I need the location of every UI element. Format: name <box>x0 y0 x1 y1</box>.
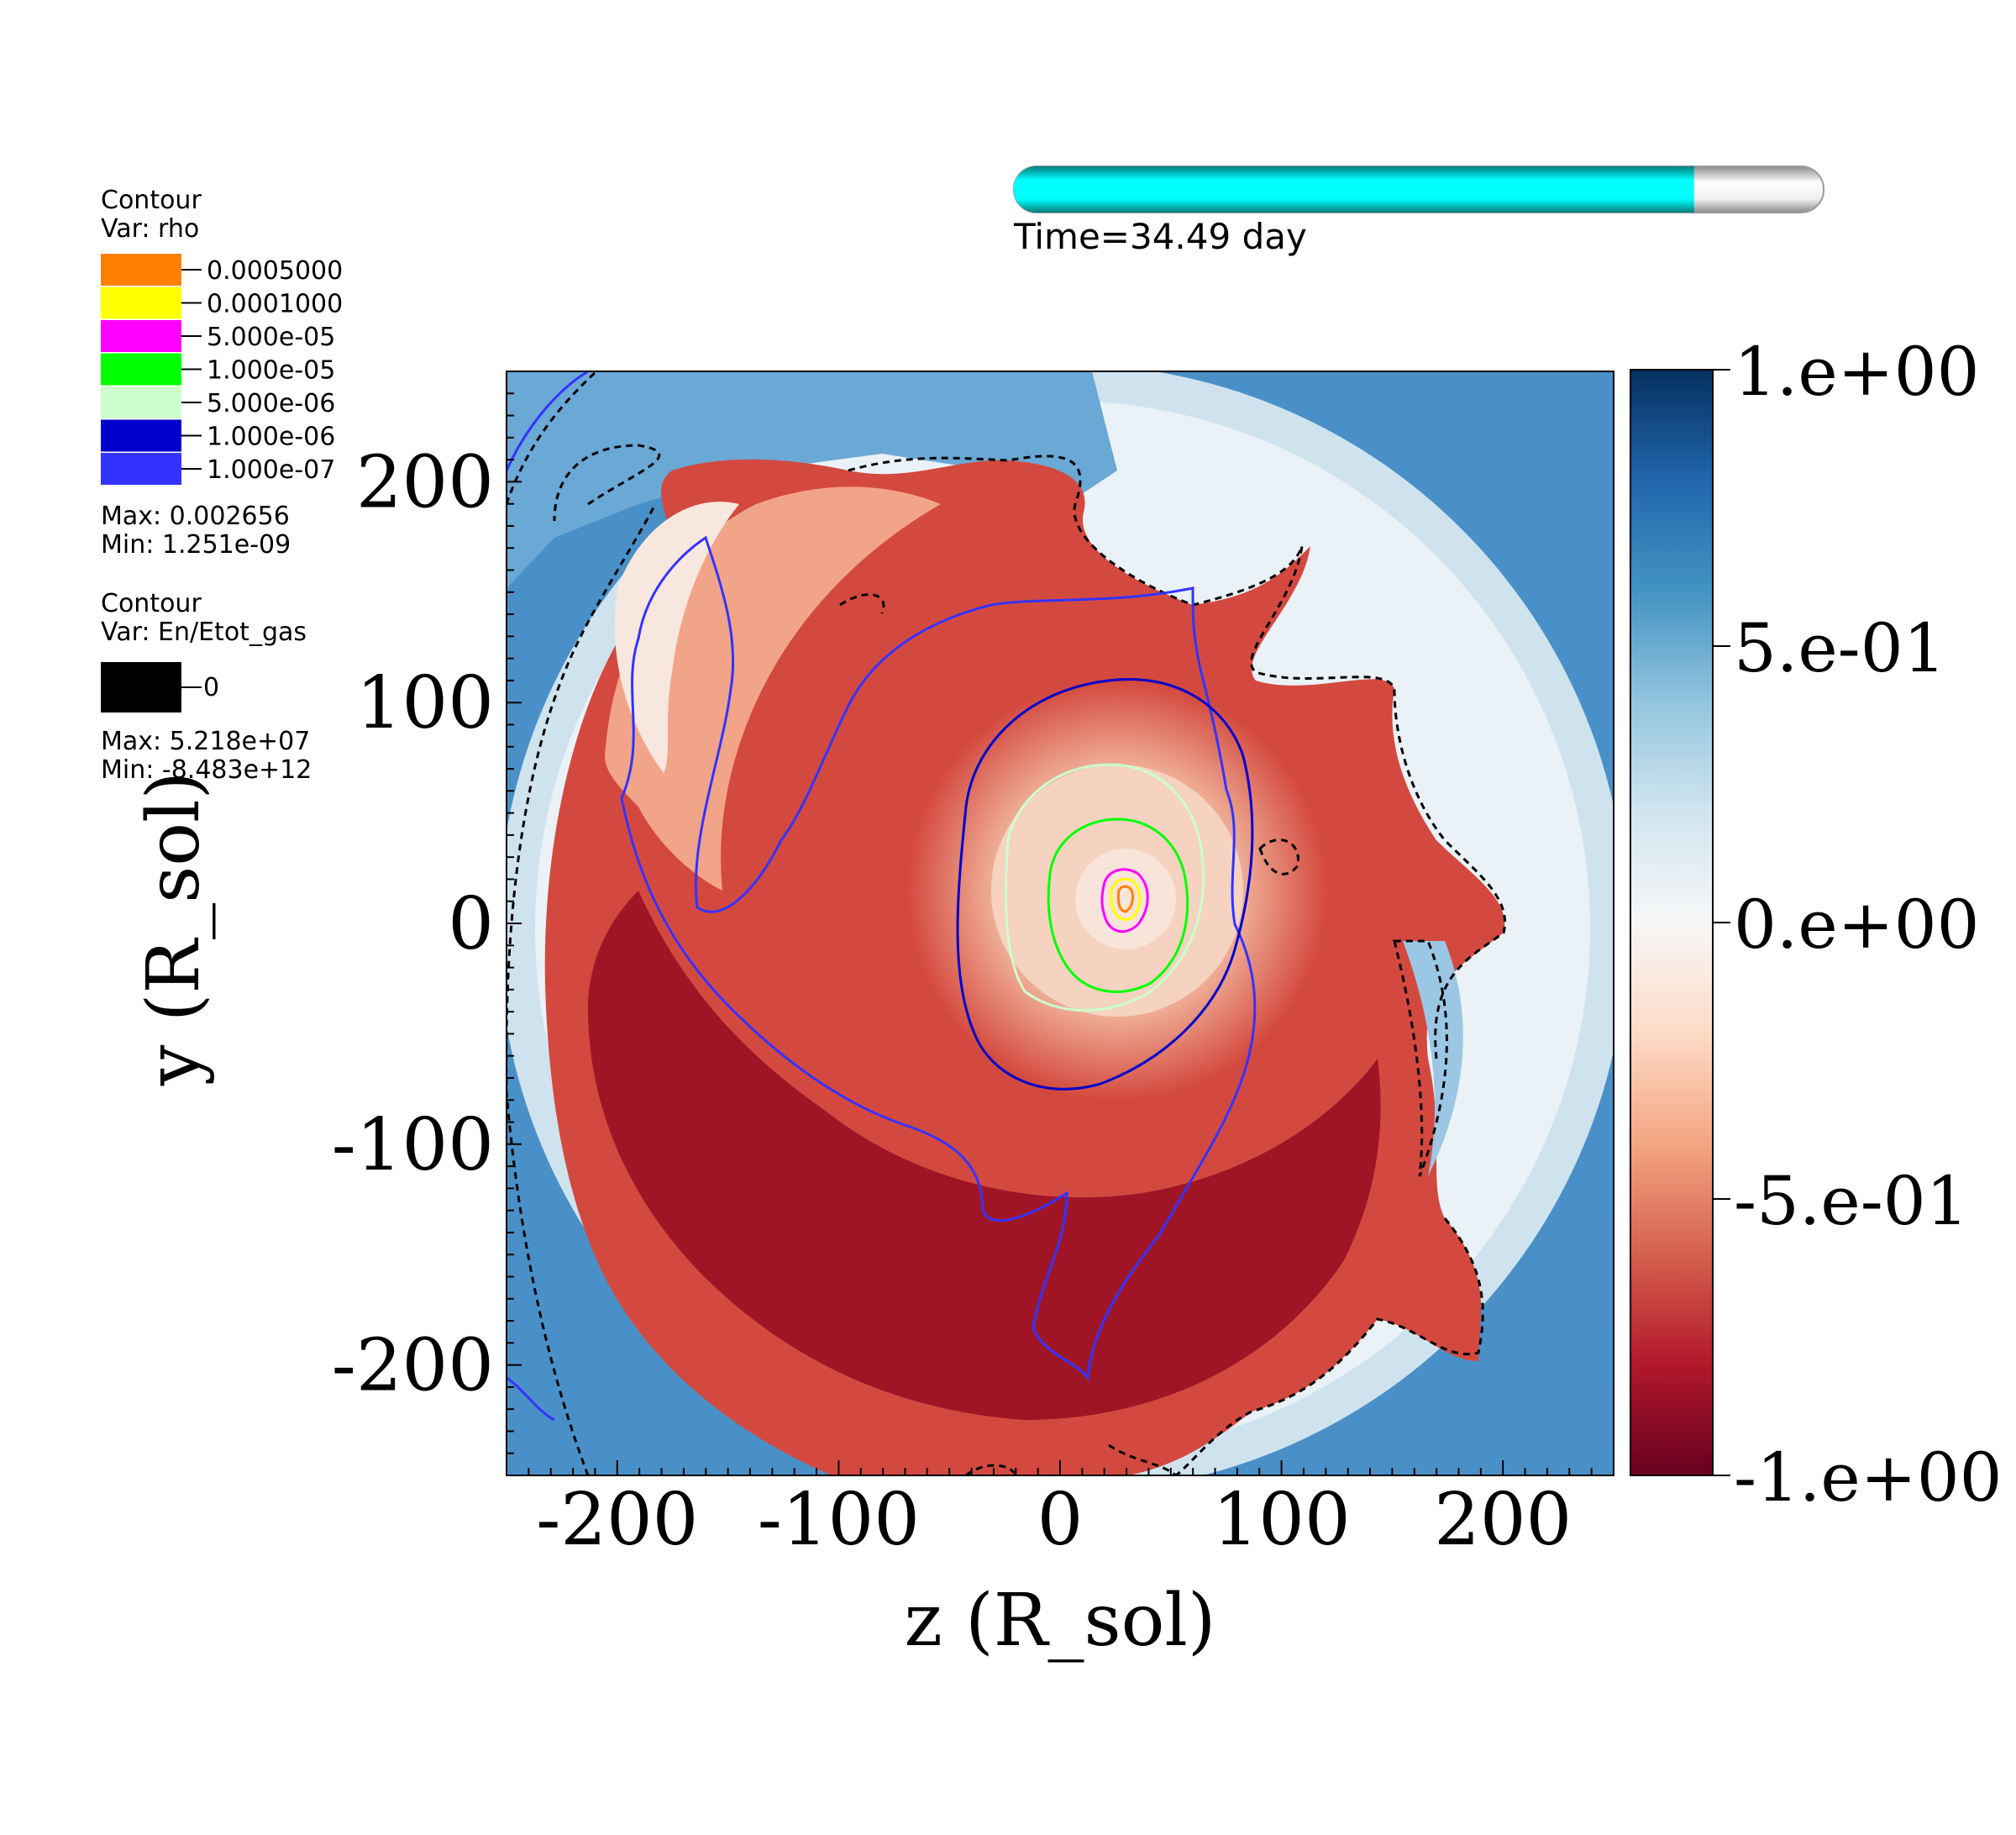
field-pale-wedge <box>614 502 739 773</box>
legend-rho-level-value: 0.0001000 <box>207 290 343 319</box>
colorbar-gradient-bar <box>1630 369 1714 1476</box>
y-axis-ticks <box>507 371 522 1476</box>
legend-rho-level-value: 5.000e-06 <box>207 389 335 418</box>
legend-rho-var: Var: rho <box>101 214 199 244</box>
legend-energy-max: Max: 5.218e+07 <box>101 727 310 756</box>
legend-rho-level-swatch <box>101 254 181 286</box>
y-tick-label: -200 <box>332 1324 494 1408</box>
legend-energy-min: Min: -8.483e+12 <box>101 755 312 785</box>
contour-rho-1e-07 <box>507 371 1257 1422</box>
colorbar-tick-label: -1.e+00 <box>1734 1438 2003 1517</box>
y-tick-label: 200 <box>356 440 494 524</box>
x-tick-label: -200 <box>536 1478 698 1562</box>
contour-rho-1e-04 <box>1110 877 1142 921</box>
colorbar-tick-label: 0.e+00 <box>1734 886 1980 964</box>
legend-rho-level-swatch <box>101 353 181 386</box>
contour-rho-1e-05 <box>1047 818 1189 993</box>
legend-rho-level-swatch <box>101 453 181 485</box>
x-axis-ticks <box>506 1460 1614 1475</box>
y-tick-label: -100 <box>332 1103 494 1187</box>
y-tick-label: 100 <box>356 661 494 745</box>
field-right-ripples <box>1403 941 1463 1176</box>
time-progress-bar: Time=34.49 day <box>1013 166 1824 257</box>
legend-energy-var: Var: En/Etot_gas <box>101 618 307 647</box>
progress-fill <box>1013 166 1694 213</box>
legend-energy-levels: 0 <box>101 662 219 712</box>
legend-rho-title: Contour <box>101 186 202 215</box>
legend-rho-max: Max: 0.002656 <box>101 502 290 531</box>
legend-rho: Contour Var: rho 0.0005000 0.0001000 5.000… <box>101 186 343 560</box>
legend-rho-level-swatch <box>101 287 181 319</box>
time-label: Time=34.49 day <box>1013 216 1307 257</box>
y-tick-label: 0 <box>448 882 494 966</box>
x-axis-tick-labels: -200 -100 0 100 200 <box>536 1478 1572 1562</box>
legend-rho-level-swatch <box>101 320 181 352</box>
field-core-center <box>1075 849 1176 949</box>
legend-energy-value: 0 <box>203 673 219 702</box>
legend-rho-min: Min: 1.251e-09 <box>101 530 291 560</box>
x-tick-label: 100 <box>1213 1478 1351 1562</box>
legend-rho-level-value: 1.000e-07 <box>207 455 335 485</box>
colorbar-tick-label: -5.e-01 <box>1734 1162 1969 1240</box>
colorbar: 1.e+00 5.e-01 0.e+00 -5.e-01 -1.e+00 <box>1630 333 2003 1517</box>
legend-energy-swatch <box>101 662 181 712</box>
y-axis-title: y (R_sol) <box>132 771 216 1086</box>
contour-energy-zero <box>507 371 1506 1475</box>
contour-rho-5e-04 <box>1116 885 1134 913</box>
legend-rho-level-value: 0.0005000 <box>207 256 343 286</box>
contour-rho-1e-06 <box>956 678 1254 1091</box>
legend-rho-level-swatch <box>101 386 181 418</box>
legend-energy-title: Contour <box>101 589 202 618</box>
contour-rho-5e-06 <box>1004 763 1205 1012</box>
legend-rho-level-value: 1.000e-05 <box>207 356 335 386</box>
y-axis-tick-labels: 200 100 0 -100 -200 <box>332 440 494 1407</box>
x-tick-label: 0 <box>1037 1478 1084 1562</box>
colorbar-tick-label: 5.e-01 <box>1734 609 1946 687</box>
x-tick-label: 200 <box>1434 1478 1572 1562</box>
contour-rho-5e-05 <box>1100 868 1149 933</box>
field-deep-red <box>588 891 1381 1420</box>
heatmap-field <box>507 371 1614 1475</box>
legend-rho-level-value: 5.000e-05 <box>207 323 335 352</box>
x-tick-label: -100 <box>758 1478 920 1562</box>
x-axis-title: z (R_sol) <box>905 1579 1216 1663</box>
legend-rho-levels: 0.0005000 0.0001000 5.000e-05 1.000e-05 5.00… <box>101 254 343 485</box>
legend-rho-level-value: 1.000e-06 <box>207 423 335 452</box>
legend-rho-level-swatch <box>101 419 181 452</box>
colorbar-ticks: 1.e+00 5.e-01 0.e+00 -5.e-01 -1.e+00 <box>1713 333 2003 1517</box>
field-blue-wedge <box>507 371 1117 588</box>
colorbar-tick-label: 1.e+00 <box>1734 333 1980 411</box>
legend-energy: Contour Var: En/Etot_gas 0 Max: 5.218e+0… <box>101 589 312 785</box>
